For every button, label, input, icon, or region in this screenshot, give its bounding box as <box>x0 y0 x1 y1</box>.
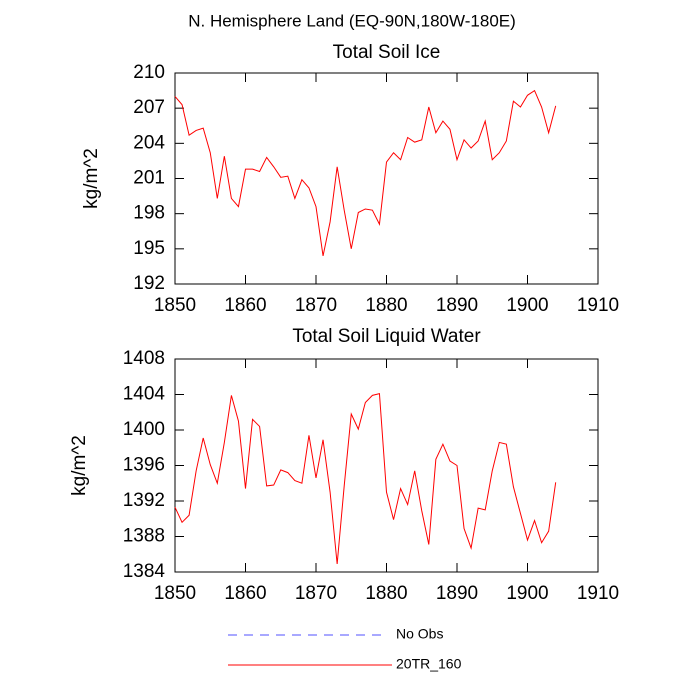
plot-frame <box>174 358 599 573</box>
y-tick-label: 210 <box>133 62 165 83</box>
x-tick-label: 1870 <box>295 583 337 604</box>
x-tick-label: 1860 <box>224 583 266 604</box>
x-tick-label: 1900 <box>506 295 548 316</box>
y-tick-label: 207 <box>133 97 165 118</box>
x-tick-label: 1870 <box>295 295 337 316</box>
plot-frame <box>174 72 599 285</box>
x-tick-label: 1850 <box>154 295 196 316</box>
y-tick-label: 192 <box>133 273 165 294</box>
x-tick-label: 1910 <box>577 583 619 604</box>
y-tick-label: 1396 <box>123 455 165 476</box>
legend-label: No Obs <box>396 626 443 642</box>
series-line <box>174 392 557 565</box>
y-tick-label: 201 <box>133 168 165 189</box>
x-tick-label: 1900 <box>506 583 548 604</box>
x-tick-label: 1850 <box>154 583 196 604</box>
x-tick-label: 1890 <box>436 295 478 316</box>
y-tick-label: 1388 <box>123 526 165 547</box>
x-tick-label: 1880 <box>365 295 407 316</box>
y-tick-label: 1404 <box>123 384 166 405</box>
series-line <box>174 89 557 256</box>
y-tick-label: 1408 <box>123 348 165 369</box>
x-tick-label: 1910 <box>577 295 619 316</box>
y-tick-label: 204 <box>133 132 165 153</box>
y-axis-label: kg/m^2 <box>69 435 90 496</box>
x-tick-label: 1860 <box>224 295 266 316</box>
chart-title: Total Soil Liquid Water <box>292 326 481 347</box>
y-tick-label: 1400 <box>123 419 165 440</box>
y-tick-label: 1392 <box>123 490 165 511</box>
y-tick-label: 195 <box>133 238 165 259</box>
y-axis-label: kg/m^2 <box>81 148 102 209</box>
legend-label: 20TR_160 <box>396 656 462 672</box>
y-tick-label: 198 <box>133 203 165 224</box>
x-tick-label: 1880 <box>365 583 407 604</box>
figure-title: N. Hemisphere Land (EQ-90N,180W-180E) <box>188 11 516 30</box>
x-tick-label: 1890 <box>436 583 478 604</box>
y-tick-label: 1384 <box>123 561 166 582</box>
chart-title: Total Soil Ice <box>333 42 441 63</box>
